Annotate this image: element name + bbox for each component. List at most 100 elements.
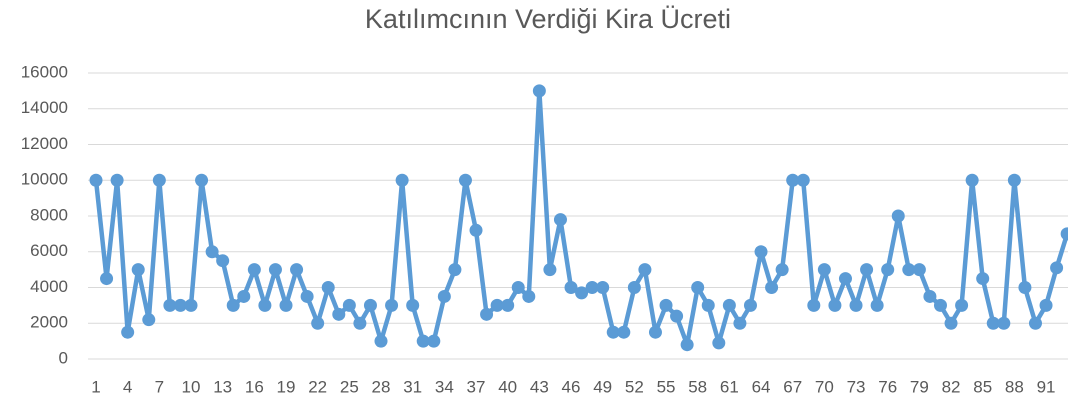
point <box>838 272 852 286</box>
point <box>100 272 114 286</box>
point <box>564 281 578 294</box>
point <box>195 173 209 187</box>
point <box>385 298 399 312</box>
x-tick-label: 22 <box>308 377 327 396</box>
point <box>543 263 557 277</box>
point <box>648 325 662 339</box>
point <box>374 334 388 348</box>
x-tick-label: 25 <box>340 377 359 396</box>
point <box>237 289 251 303</box>
point <box>659 298 673 312</box>
series-line <box>93 88 1068 347</box>
point <box>849 298 863 312</box>
y-tick-label: 0 <box>59 348 68 367</box>
point <box>976 272 990 286</box>
point <box>321 281 335 294</box>
point <box>870 298 884 312</box>
point <box>226 298 240 312</box>
point <box>300 289 314 303</box>
point <box>173 298 187 312</box>
x-tick-label: 40 <box>498 377 517 396</box>
point <box>775 263 789 277</box>
point <box>480 307 494 321</box>
x-tick-label: 7 <box>155 377 164 396</box>
point <box>796 173 810 187</box>
point <box>163 298 177 312</box>
point <box>965 173 979 187</box>
y-tick-label: 12000 <box>21 134 68 153</box>
y-tick-label: 10000 <box>21 170 68 189</box>
y-tick-label: 14000 <box>21 98 68 117</box>
point <box>395 173 409 187</box>
point <box>881 263 895 277</box>
y-tick-label: 8000 <box>30 205 68 224</box>
y-tick-label: 16000 <box>21 62 68 81</box>
point <box>1018 281 1032 294</box>
point <box>353 316 367 330</box>
point <box>765 281 779 294</box>
point <box>205 245 219 259</box>
point <box>290 263 304 277</box>
point <box>712 336 726 350</box>
x-tick-label: 37 <box>467 377 486 396</box>
x-tick-label: 61 <box>720 377 739 396</box>
point <box>469 223 483 237</box>
point <box>416 334 430 348</box>
point <box>1007 173 1021 187</box>
x-tick-label: 73 <box>847 377 866 396</box>
point <box>722 298 736 312</box>
x-tick-label: 70 <box>815 377 834 396</box>
point <box>1028 316 1042 330</box>
x-tick-label: 4 <box>123 377 132 396</box>
x-tick-label: 13 <box>213 377 232 396</box>
point <box>585 281 599 294</box>
point <box>743 298 757 312</box>
x-tick-label: 76 <box>878 377 897 396</box>
x-tick-label: 10 <box>182 377 201 396</box>
x-tick-label: 58 <box>688 377 707 396</box>
point <box>532 84 546 98</box>
y-tick-label: 6000 <box>30 241 68 260</box>
point <box>902 263 916 277</box>
point <box>490 298 504 312</box>
x-tick-label: 88 <box>1005 377 1024 396</box>
x-tick-label: 64 <box>752 377 771 396</box>
x-tick-label: 43 <box>530 377 549 396</box>
point <box>912 263 926 277</box>
point <box>733 316 747 330</box>
point <box>701 298 715 312</box>
point <box>152 173 166 187</box>
x-tick-label: 1 <box>91 377 100 396</box>
point <box>638 263 652 277</box>
x-tick-label: 91 <box>1037 377 1056 396</box>
x-tick-label: 85 <box>973 377 992 396</box>
point <box>575 286 589 300</box>
point <box>891 209 905 223</box>
x-tick-label: 46 <box>562 377 581 396</box>
point <box>184 298 198 312</box>
point <box>247 263 261 277</box>
point <box>786 173 800 187</box>
point <box>997 316 1011 330</box>
x-tick-label: 52 <box>625 377 644 396</box>
point <box>501 298 515 312</box>
point <box>268 263 282 277</box>
x-tick-label: 55 <box>657 377 676 396</box>
point <box>216 254 230 268</box>
x-tick-label: 28 <box>372 377 391 396</box>
point <box>363 298 377 312</box>
point <box>448 263 462 277</box>
point <box>121 325 135 339</box>
point <box>944 316 958 330</box>
point <box>955 298 969 312</box>
x-tick-label: 49 <box>593 377 612 396</box>
point <box>828 298 842 312</box>
x-tick-label: 82 <box>942 377 961 396</box>
point <box>754 245 768 259</box>
point <box>617 325 631 339</box>
point <box>89 173 103 187</box>
x-tick-label: 79 <box>910 377 929 396</box>
point <box>680 338 694 352</box>
point <box>142 313 156 327</box>
